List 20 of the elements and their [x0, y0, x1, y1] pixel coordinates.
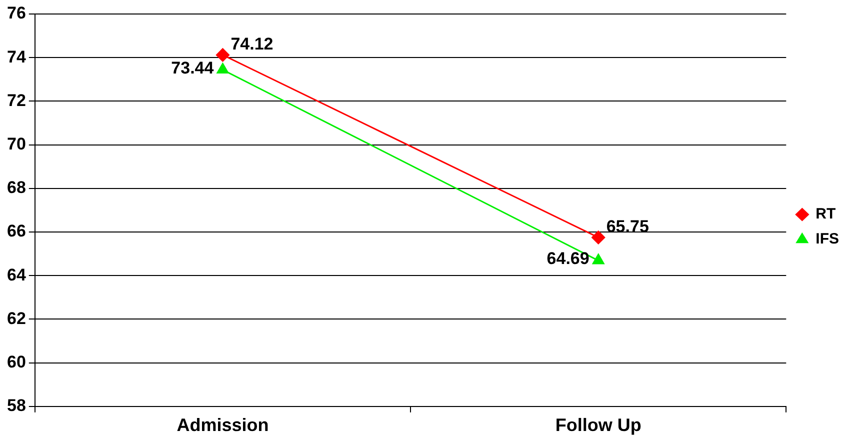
data-label: 73.44: [171, 58, 214, 78]
data-label: 74.12: [230, 34, 274, 54]
data-label: 65.75: [606, 217, 649, 236]
y-tick-label: 58: [6, 396, 26, 416]
legend-label: RT: [816, 206, 836, 223]
y-tick-label: 68: [6, 178, 26, 198]
y-tick-label: 72: [6, 90, 26, 110]
y-tick-label: 74: [6, 47, 26, 66]
y-tick-label: 62: [6, 308, 26, 328]
point: [216, 48, 230, 62]
y-tick-label: 60: [6, 352, 26, 372]
data-label: 64.69: [546, 249, 590, 268]
point: [592, 230, 606, 244]
y-tick-label: 64: [6, 265, 26, 284]
x-tick-label: Follow Up: [555, 415, 642, 436]
y-tick-label: 76: [6, 4, 26, 23]
y-tick-label: 66: [6, 222, 26, 241]
legend-label: IFS: [816, 230, 840, 248]
y-tick-label: 70: [6, 134, 26, 154]
x-tick-label: Admission: [176, 415, 269, 436]
